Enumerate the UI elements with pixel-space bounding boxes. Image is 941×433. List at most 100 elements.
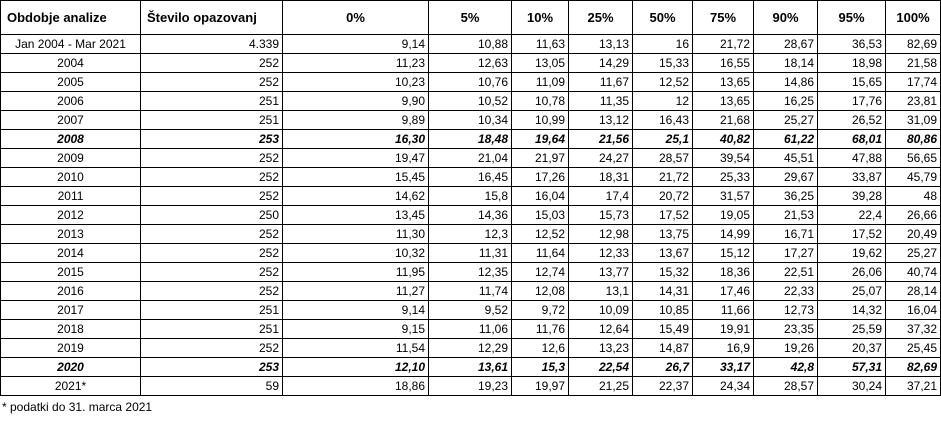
quantile-cell: 16,55 — [692, 53, 754, 73]
column-header: 5% — [428, 0, 512, 35]
quantile-cell: 82,69 — [885, 34, 941, 54]
quantile-cell: 12 — [632, 91, 693, 111]
quantile-cell: 40,74 — [885, 262, 941, 282]
quantile-cell: 14,86 — [753, 72, 818, 92]
quantile-cell: 12,63 — [428, 53, 512, 73]
quantile-cell: 19,47 — [282, 148, 429, 168]
quantile-cell: 15,8 — [428, 186, 512, 206]
quantile-cell: 12,10 — [282, 357, 429, 377]
quantile-cell: 13,77 — [568, 262, 633, 282]
column-header: 90% — [753, 0, 818, 35]
period-cell: 2017 — [0, 300, 141, 320]
quantile-cell: 45,79 — [885, 167, 941, 187]
quantile-cell: 13,05 — [511, 53, 569, 73]
quantile-cell: 12,74 — [511, 262, 569, 282]
quantile-cell: 9,15 — [282, 319, 429, 339]
quantile-cell: 12,64 — [568, 319, 633, 339]
quantile-cell: 11,23 — [282, 53, 429, 73]
quantile-cell: 21,58 — [885, 53, 941, 73]
quantile-cell: 25,59 — [817, 319, 886, 339]
quantile-cell: 28,14 — [885, 281, 941, 301]
quantile-cell: 13,1 — [568, 281, 633, 301]
quantile-cell: 18,14 — [753, 53, 818, 73]
quantile-cell: 9,52 — [428, 300, 512, 320]
quantile-cell: 13,65 — [692, 91, 754, 111]
quantile-cell: 14,99 — [692, 224, 754, 244]
quantile-cell: 15,32 — [632, 262, 693, 282]
quantile-cell: 12,52 — [632, 72, 693, 92]
quantile-cell: 9,90 — [282, 91, 429, 111]
observations-cell: 4.339 — [140, 34, 283, 54]
observations-cell: 251 — [140, 319, 283, 339]
quantile-cell: 23,81 — [885, 91, 941, 111]
quantile-cell: 21,97 — [511, 148, 569, 168]
quantile-cell: 17,26 — [511, 167, 569, 187]
quantile-cell: 23,35 — [753, 319, 818, 339]
column-header: 25% — [568, 0, 633, 35]
period-cell: 2016 — [0, 281, 141, 301]
quantile-cell: 26,7 — [632, 357, 693, 377]
quantile-cell: 22,4 — [817, 205, 886, 225]
period-cell: 2005 — [0, 72, 141, 92]
quantile-cell: 19,62 — [817, 243, 886, 263]
quantile-cell: 20,72 — [632, 186, 693, 206]
quantile-cell: 21,56 — [568, 129, 633, 149]
quantile-cell: 22,33 — [753, 281, 818, 301]
quantile-cell: 15,03 — [511, 205, 569, 225]
table-row: 2015 252 11,95 12,35 12,74 13,77 15,32 18,36 22,… — [0, 262, 941, 282]
observations-cell: 252 — [140, 262, 283, 282]
period-cell: 2011 — [0, 186, 141, 206]
period-cell: 2013 — [0, 224, 141, 244]
observations-cell: 59 — [140, 376, 283, 396]
period-cell: 2007 — [0, 110, 141, 130]
quantile-cell: 11,06 — [428, 319, 512, 339]
table-row: 2021* 59 18,86 19,23 19,97 21,25 22,37 24,34 28,… — [0, 376, 941, 396]
quantile-cell: 18,31 — [568, 167, 633, 187]
quantile-cell: 12,08 — [511, 281, 569, 301]
period-cell: 2014 — [0, 243, 141, 263]
observations-cell: 252 — [140, 186, 283, 206]
quantile-cell: 15,65 — [817, 72, 886, 92]
quantile-cell: 12,29 — [428, 338, 512, 358]
quantile-cell: 80,86 — [885, 129, 941, 149]
column-header: 10% — [511, 0, 569, 35]
quantile-cell: 47,88 — [817, 148, 886, 168]
observations-cell: 252 — [140, 338, 283, 358]
observations-cell: 250 — [140, 205, 283, 225]
quantile-cell: 11,64 — [511, 243, 569, 263]
quantile-cell: 21,04 — [428, 148, 512, 168]
quantile-cell: 37,21 — [885, 376, 941, 396]
quantile-cell: 9,14 — [282, 300, 429, 320]
quantile-cell: 13,45 — [282, 205, 429, 225]
quantile-cell: 33,87 — [817, 167, 886, 187]
quantile-cell: 17,4 — [568, 186, 633, 206]
quantile-cell: 13,12 — [568, 110, 633, 130]
column-header: 100% — [885, 0, 941, 35]
quantile-cell: 21,72 — [632, 167, 693, 187]
quantile-cell: 16 — [632, 34, 693, 54]
table-row: 2013 252 11,30 12,3 12,52 12,98 13,75 14,99 16,7… — [0, 224, 941, 244]
quantile-cell: 10,99 — [511, 110, 569, 130]
period-cell: 2010 — [0, 167, 141, 187]
quantile-cell: 16,25 — [753, 91, 818, 111]
quantile-cell: 29,67 — [753, 167, 818, 187]
quantile-cell: 19,23 — [428, 376, 512, 396]
quantile-cell: 12,35 — [428, 262, 512, 282]
table-row: 2020 253 12,10 13,61 15,3 22,54 26,7 33,17 42,8 5… — [0, 357, 941, 377]
quantile-cell: 19,64 — [511, 129, 569, 149]
period-cell: 2009 — [0, 148, 141, 168]
observations-cell: 252 — [140, 167, 283, 187]
table-row: 2007 251 9,89 10,34 10,99 13,12 16,43 21,68 25,2… — [0, 110, 941, 130]
quantile-cell: 10,52 — [428, 91, 512, 111]
quantile-cell: 11,76 — [511, 319, 569, 339]
table-row: 2008 253 16,30 18,48 19,64 21,56 25,1 40,82 61,2… — [0, 129, 941, 149]
observations-cell: 252 — [140, 53, 283, 73]
quantile-cell: 28,57 — [753, 376, 818, 396]
quantile-cell: 12,6 — [511, 338, 569, 358]
quantile-cell: 17,76 — [817, 91, 886, 111]
quantile-cell: 16,43 — [632, 110, 693, 130]
period-cell: 2015 — [0, 262, 141, 282]
column-header: 75% — [692, 0, 754, 35]
quantile-cell: 48 — [885, 186, 941, 206]
quantile-cell: 42,8 — [753, 357, 818, 377]
